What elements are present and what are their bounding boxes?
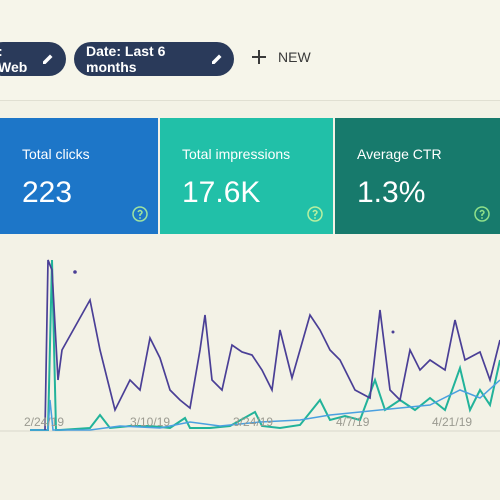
new-label: NEW [278, 49, 311, 65]
filter-bar: : Web Date: Last 6 months NEW [0, 0, 500, 101]
x-axis-label: 2/24/19 [24, 415, 65, 429]
edit-icon [212, 54, 222, 64]
plus-icon [252, 50, 266, 64]
metric-value: 17.6K [182, 176, 261, 209]
chip-label: Date: Last 6 months [86, 43, 166, 75]
x-axis-label: 4/21/19 [432, 415, 473, 429]
metric-card[interactable]: Average CTR 1.3% [335, 118, 500, 234]
x-axis-label: 4/7/19 [336, 415, 370, 429]
metric-value: 223 [22, 176, 73, 209]
filter-chip[interactable]: Date: Last 6 months [74, 42, 234, 76]
chip-label: : Web [0, 43, 28, 75]
ctr-line [30, 379, 500, 431]
metric-card[interactable]: Total clicks 223 [0, 118, 158, 234]
help-icon[interactable] [132, 206, 148, 222]
metric-value: 1.3% [357, 176, 426, 209]
filter-chip[interactable]: : Web [0, 42, 66, 76]
trend-chart [0, 259, 500, 432]
metric-label: Total impressions [182, 146, 291, 162]
impressions-line [30, 259, 500, 431]
clicks-line [44, 259, 500, 431]
help-icon[interactable] [474, 206, 490, 222]
data-dot [73, 270, 77, 274]
x-axis-label: 3/24/19 [233, 415, 274, 429]
new-button[interactable]: NEW [250, 48, 311, 66]
metric-label: Average CTR [357, 146, 442, 162]
x-axis-label: 3/10/19 [130, 415, 171, 429]
data-dot [391, 330, 395, 334]
help-icon[interactable] [307, 206, 323, 222]
metric-card[interactable]: Total impressions 17.6K [160, 118, 333, 234]
edit-icon [43, 54, 53, 64]
metric-label: Total clicks [22, 146, 90, 162]
